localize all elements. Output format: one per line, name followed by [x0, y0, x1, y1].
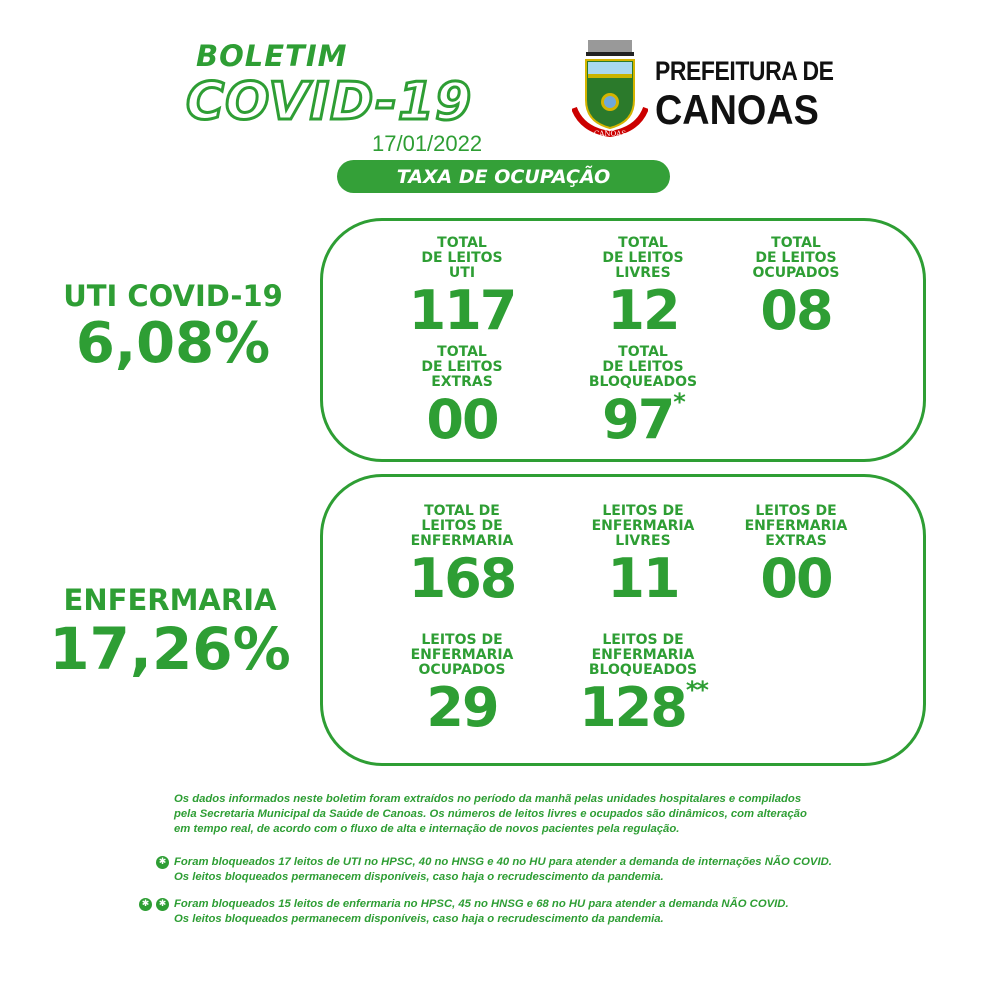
footnote-mark: ** [685, 676, 709, 704]
stat-label-line: LEITOS DE [602, 632, 684, 648]
stat-number: 12 [607, 279, 680, 342]
stat-label-line: ENFERMARIA [591, 518, 695, 534]
bulletin-date: 17/01/2022 [372, 131, 483, 156]
canoas-crest-logo: CANOAS [572, 40, 648, 138]
enfermaria-stat-1: LEITOS DE ENFERMARIA LIVRES 11 [568, 504, 718, 607]
enfermaria-stat-3: LEITOS DE ENFERMARIA OCUPADOS 29 [387, 633, 537, 736]
uti-rate: 6,08% [75, 311, 271, 376]
section-badge: TAXA DE OCUPAÇÃO [337, 160, 670, 193]
stat-label-line: EXTRAS [431, 374, 493, 390]
stat-label-line: LIVRES [615, 533, 671, 549]
stat-label-line: TOTAL [771, 235, 821, 251]
note-line: pela Secretaria Municipal da Saúde de Ca… [174, 808, 807, 820]
enfermaria-stat-2: LEITOS DE ENFERMARIA EXTRAS 00 [721, 504, 871, 607]
stat-value: 29 [387, 680, 537, 736]
crest-text: CANOAS [594, 130, 626, 138]
stat-label-line: TOTAL [437, 235, 487, 251]
note-line: em tempo real, de acordo com o fluxo de … [174, 823, 680, 835]
stat-number: 97 [602, 388, 675, 451]
stat-label-line: LIVRES [615, 265, 671, 281]
footnote-mark: * [673, 388, 685, 416]
stat-label-line: ENFERMARIA [744, 518, 848, 534]
stat-value: 00 [721, 551, 871, 607]
uti-stat-3: TOTAL DE LEITOS EXTRAS 00 [387, 345, 537, 448]
stat-label-line: LEITOS DE [602, 503, 684, 519]
stat-value: 97* [568, 390, 718, 448]
stat-number: 11 [607, 547, 680, 610]
enfermaria-stat-4: LEITOS DE ENFERMARIA BLOQUEADOS 128** [568, 633, 718, 736]
stat-label-line: DE LEITOS [755, 250, 837, 266]
stat-label-line: ENFERMARIA [591, 647, 695, 663]
stat-label: LEITOS DE ENFERMARIA OCUPADOS [387, 633, 537, 678]
stat-label-line: DE LEITOS [421, 359, 503, 375]
note-line: Foram bloqueados 15 leitos de enfermaria… [174, 898, 789, 910]
note-line: Os dados informados neste boletim foram … [174, 793, 802, 805]
stat-label: TOTAL DE LEITOS UTI [387, 236, 537, 281]
stat-number: 00 [760, 547, 833, 610]
uti-stat-4: TOTAL DE LEITOS BLOQUEADOS 97* [568, 345, 718, 448]
stat-number: 117 [408, 279, 518, 342]
stat-number: 29 [426, 676, 499, 739]
note-line: Os leitos bloqueados permanecem disponív… [174, 871, 664, 883]
stat-label-line: EXTRAS [765, 533, 827, 549]
stat-label-line: BLOQUEADOS [588, 374, 698, 390]
stat-label-line: BLOQUEADOS [588, 662, 698, 678]
stat-label-line: LEITOS DE [421, 518, 503, 534]
stat-number: 00 [426, 388, 499, 451]
note-line: Os leitos bloqueados permanecem disponív… [174, 913, 664, 925]
enfermaria-rate: 17,26% [49, 615, 291, 683]
stat-value: 117 [387, 283, 537, 339]
stat-label-line: TOTAL DE [424, 503, 500, 519]
stat-label: LEITOS DE ENFERMARIA EXTRAS [721, 504, 871, 549]
uti-stat-0: TOTAL DE LEITOS UTI 117 [387, 236, 537, 339]
stat-label-line: ENFERMARIA [410, 647, 514, 663]
stat-label-line: TOTAL [437, 344, 487, 360]
stat-label-line: DE LEITOS [602, 359, 684, 375]
stat-label-line: TOTAL [618, 235, 668, 251]
stat-value: 11 [568, 551, 718, 607]
stat-label: LEITOS DE ENFERMARIA BLOQUEADOS [568, 633, 718, 678]
stat-label-line: OCUPADOS [418, 662, 506, 678]
intro-note: Os dados informados neste boletim foram … [174, 792, 807, 837]
stat-number: 08 [760, 279, 833, 342]
note-line: Foram bloqueados 17 leitos de UTI no HPS… [174, 856, 832, 868]
asterisk-icon: ✱ [139, 898, 152, 911]
stat-label-line: TOTAL [618, 344, 668, 360]
enfermaria-stats-card [320, 474, 926, 766]
stat-label-line: DE LEITOS [421, 250, 503, 266]
uti-label: UTI COVID-19 [63, 279, 283, 313]
asterisk-icon: ✱ [156, 898, 169, 911]
stat-label: TOTAL DE LEITOS LIVRES [568, 236, 718, 281]
covid-title: COVID-19 [184, 72, 473, 132]
stat-number: 168 [408, 547, 518, 610]
stat-label: TOTAL DE LEITOS BLOQUEADOS [568, 345, 718, 390]
uti-stat-1: TOTAL DE LEITOS LIVRES 12 [568, 236, 718, 339]
logo-line1: PREFEITURA DE [655, 56, 834, 86]
stat-value: 12 [568, 283, 718, 339]
enfermaria-label: ENFERMARIA [63, 583, 277, 617]
stat-label-line: UTI [448, 265, 476, 281]
stat-label: TOTAL DE LEITOS EXTRAS [387, 345, 537, 390]
uti-blocked-note: Foram bloqueados 17 leitos de UTI no HPS… [174, 855, 832, 885]
stat-label-line: DE LEITOS [602, 250, 684, 266]
enfermaria-blocked-note: Foram bloqueados 15 leitos de enfermaria… [174, 897, 789, 927]
stat-value: 08 [721, 283, 871, 339]
stat-label-line: OCUPADOS [752, 265, 840, 281]
stat-number: 128 [579, 676, 688, 739]
boletim-title: BOLETIM [196, 39, 348, 73]
uti-stats-card [320, 218, 926, 462]
stat-label-line: LEITOS DE [421, 632, 503, 648]
stat-label: LEITOS DE ENFERMARIA LIVRES [568, 504, 718, 549]
asterisk-icon: ✱ [156, 856, 169, 869]
enfermaria-stat-0: TOTAL DE LEITOS DE ENFERMARIA 168 [387, 504, 537, 607]
stat-value: 168 [387, 551, 537, 607]
stat-label: TOTAL DE LEITOS DE ENFERMARIA [387, 504, 537, 549]
logo-line2: CANOAS [655, 86, 819, 133]
stat-value: 128** [568, 678, 718, 736]
stat-label: TOTAL DE LEITOS OCUPADOS [721, 236, 871, 281]
uti-stat-2: TOTAL DE LEITOS OCUPADOS 08 [721, 236, 871, 339]
stat-label-line: ENFERMARIA [410, 533, 514, 549]
stat-label-line: LEITOS DE [755, 503, 837, 519]
stat-value: 00 [387, 392, 537, 448]
